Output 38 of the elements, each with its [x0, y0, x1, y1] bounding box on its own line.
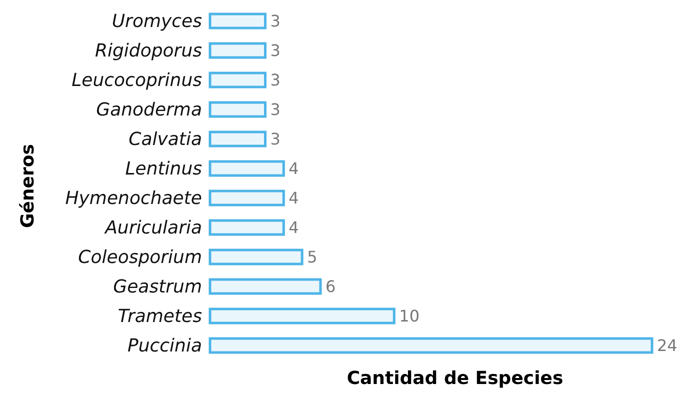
y-tick-label: Auricularia: [104, 218, 202, 239]
data-label: 3: [270, 130, 280, 149]
bar: [208, 101, 266, 118]
y-tick-label: Hymenochaete: [65, 188, 202, 210]
data-label: 3: [270, 70, 280, 90]
y-tick-label: Leucocoprinus: [72, 70, 202, 92]
y-tick-label: Ganoderma: [96, 100, 202, 121]
data-label: 5: [307, 248, 318, 267]
bar: [208, 72, 266, 88]
data-label: 4: [288, 188, 299, 208]
bar: [208, 42, 266, 59]
y-tick-label: Rigidoporus: [95, 40, 202, 62]
y-tick-label: Geastrum: [113, 276, 202, 298]
y-tick-label: Trametes: [118, 306, 202, 328]
x-axis-title: Cantidad de Especies: [346, 368, 564, 389]
y-tick-label: Lentinus: [125, 158, 202, 180]
bar: [208, 190, 285, 206]
data-label: 3: [270, 12, 280, 31]
bar: [208, 160, 285, 177]
data-label: 3: [270, 41, 280, 60]
data-label: 6: [326, 277, 336, 296]
bar: [208, 337, 654, 354]
bar: [208, 278, 322, 295]
bar: [208, 248, 304, 266]
data-label: 10: [399, 306, 420, 326]
data-label: 4: [288, 218, 299, 238]
data-label: 4: [288, 159, 299, 178]
bar: [208, 219, 285, 236]
bar: [208, 12, 266, 30]
data-label: 24: [657, 336, 678, 356]
y-tick-label: Calvatia: [128, 129, 202, 150]
bar: [208, 130, 266, 148]
y-axis-title: Géneros: [18, 144, 38, 228]
y-tick-label: Coleosporium: [78, 247, 202, 268]
data-label: 3: [270, 100, 280, 120]
y-tick-label: Uromyces: [112, 11, 202, 32]
y-tick-label: Puccinia: [128, 336, 202, 357]
bar: [208, 308, 396, 324]
